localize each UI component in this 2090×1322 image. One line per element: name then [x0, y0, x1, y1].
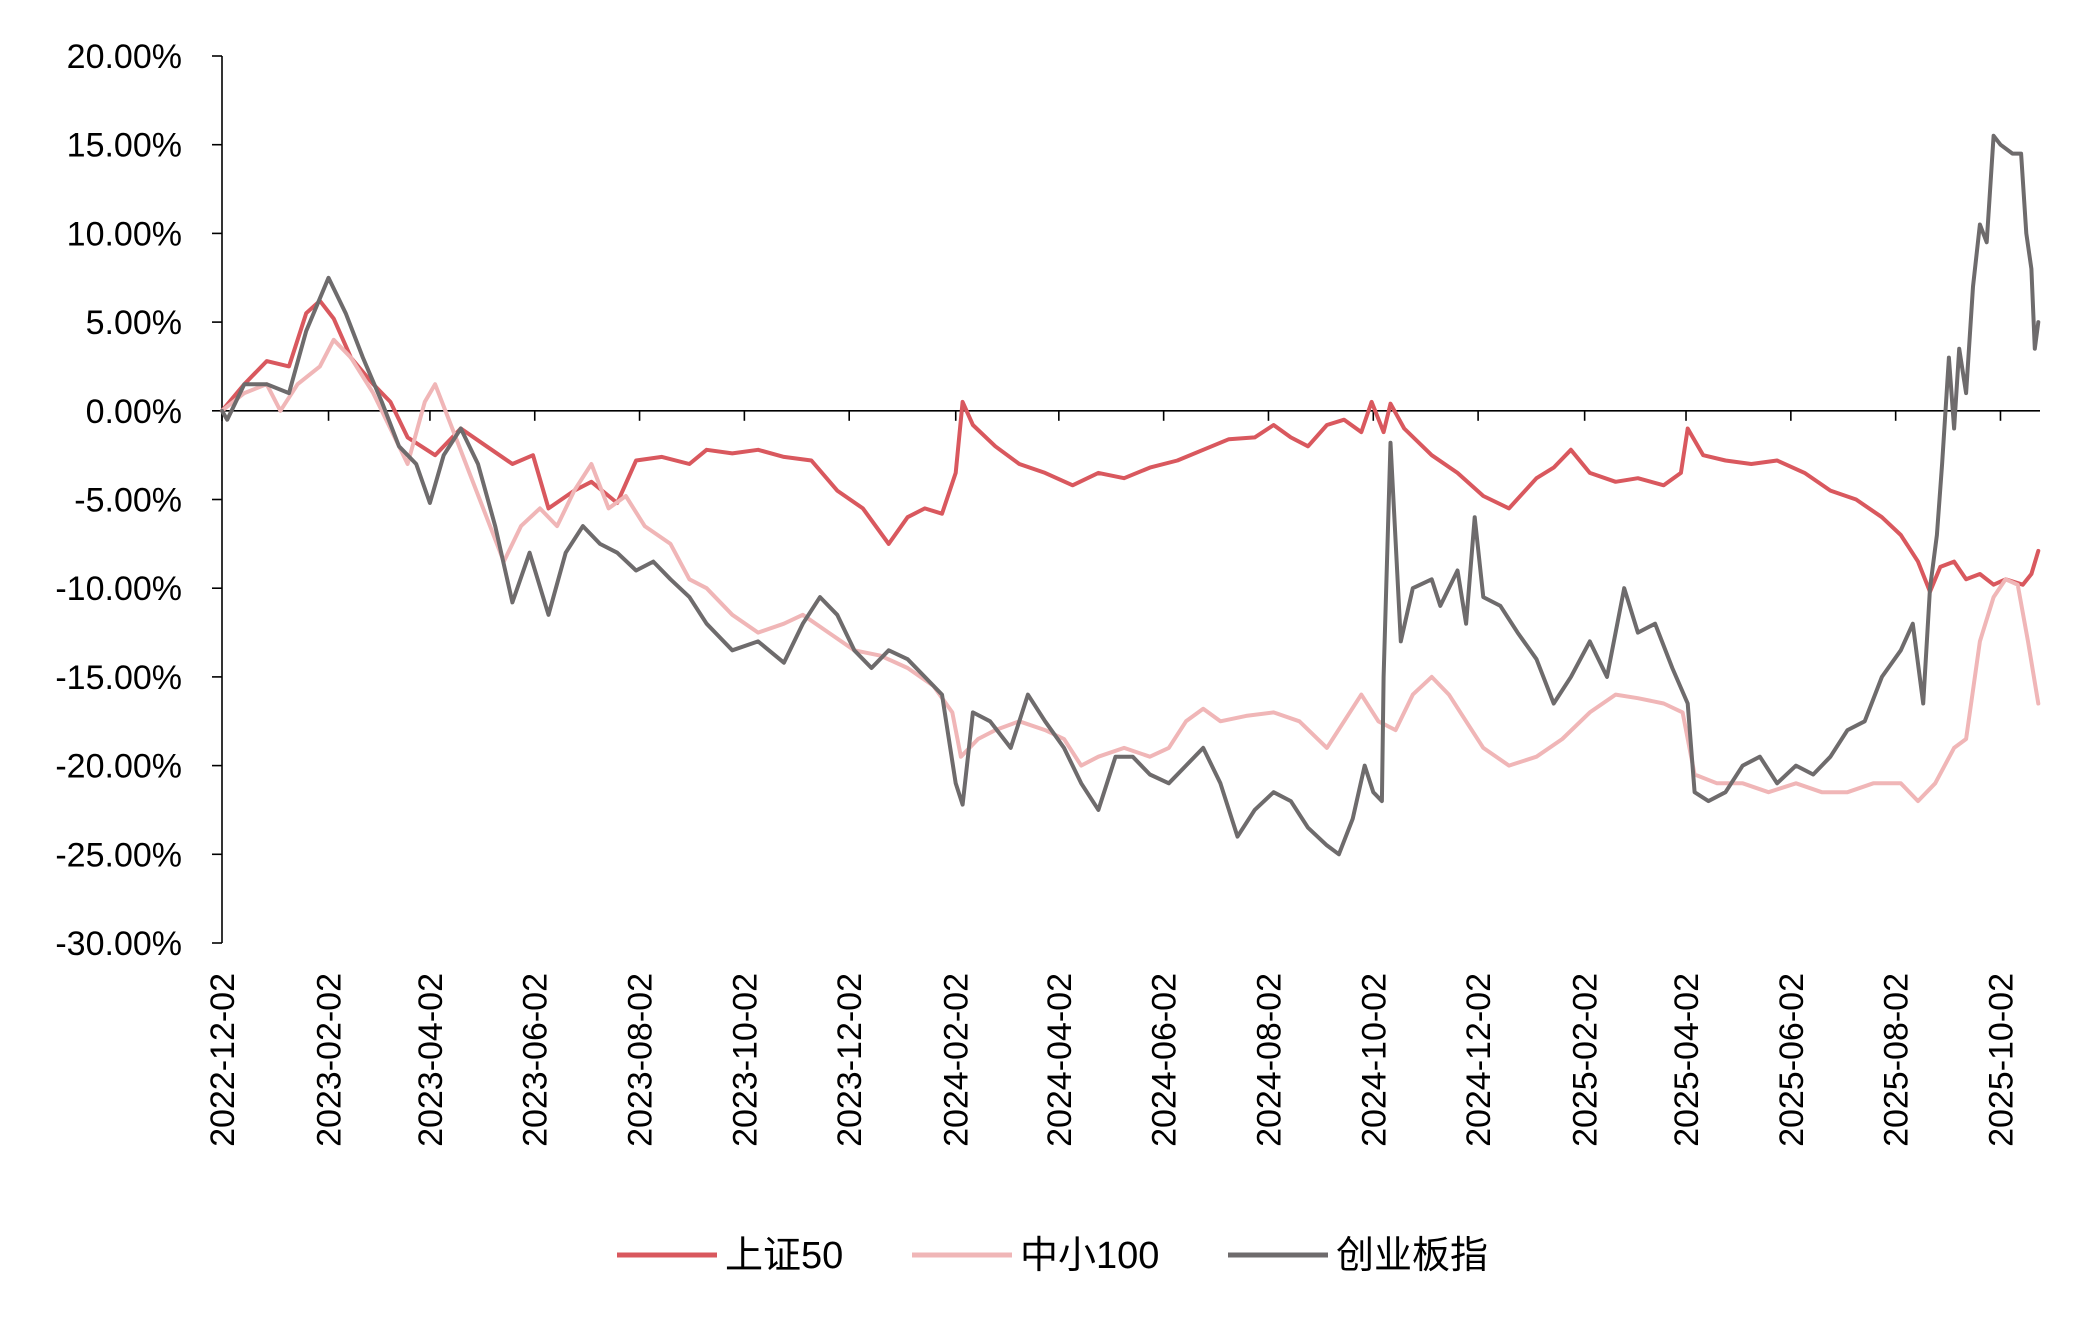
x-tick-label: 2025-10-02	[1982, 973, 2020, 1147]
y-tick-label: 10.00%	[67, 215, 182, 253]
x-tick-label: 2025-02-02	[1567, 973, 1605, 1147]
x-tick-label: 2024-02-02	[938, 973, 976, 1147]
legend: 上证50 中小100 创业板指	[617, 1235, 1488, 1277]
x-tick-label: 2023-08-02	[622, 973, 660, 1147]
y-tick-label: -30.00%	[55, 925, 182, 963]
x-tick-label: 2023-10-02	[726, 973, 764, 1147]
x-tick-label: 2025-06-02	[1773, 973, 1811, 1147]
y-tick-label: -5.00%	[74, 482, 182, 520]
series-line-3	[220, 133, 2041, 857]
axes-layer: 20.00% 15.00% 10.00% 5.00% 0.00% -5.00% -10.00…	[55, 38, 2040, 1147]
y-tick-label: -20.00%	[55, 748, 182, 786]
y-tick-label: 5.00%	[86, 304, 182, 342]
x-tick-label: 2025-04-02	[1668, 973, 1706, 1147]
x-tick-label: 2023-06-02	[517, 973, 555, 1147]
x-tick-label: 2024-06-02	[1146, 973, 1184, 1147]
x-tick-label: 2022-12-02	[204, 973, 242, 1147]
x-tick-label: 2024-12-02	[1460, 973, 1498, 1147]
x-tick-label: 2024-04-02	[1041, 973, 1079, 1147]
series-line-2	[220, 337, 2041, 804]
y-tick-label: -25.00%	[55, 836, 182, 874]
x-tick-label: 2024-10-02	[1355, 973, 1393, 1147]
series-line-1	[220, 298, 2041, 594]
x-tick-label: 2024-08-02	[1250, 973, 1288, 1147]
y-tick-label: 15.00%	[67, 127, 182, 165]
y-tick-label: -10.00%	[55, 570, 182, 608]
y-tick-label: 0.00%	[86, 393, 182, 431]
x-tick-label: 2023-02-02	[311, 973, 349, 1147]
y-tick-label: -15.00%	[55, 659, 182, 697]
x-tick-label: 2023-04-02	[412, 973, 450, 1147]
x-tick-label: 2023-12-02	[831, 973, 869, 1147]
legend-label-2: 中小100	[1020, 1235, 1159, 1277]
x-tick-label: 2025-08-02	[1878, 973, 1916, 1147]
y-tick-label: 20.00%	[67, 38, 182, 76]
legend-label-3: 创业板指	[1336, 1235, 1488, 1277]
legend-label-1: 上证50	[725, 1235, 843, 1277]
series-layer	[220, 133, 2041, 857]
